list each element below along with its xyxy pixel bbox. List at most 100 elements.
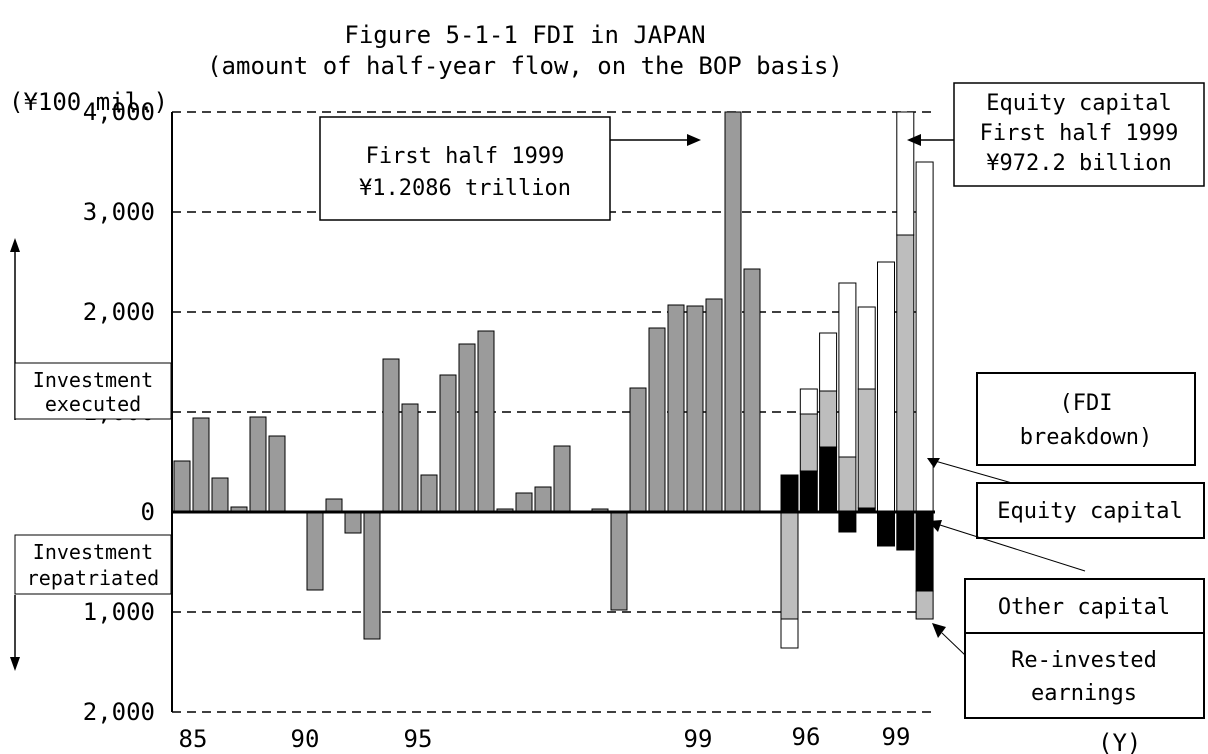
left-bar [401, 403, 419, 513]
right-note-arrow-icon [907, 134, 921, 146]
breakdown-line2: breakdown) [1020, 425, 1152, 450]
legend-reinv-leader [941, 632, 966, 656]
right-bar-segment [857, 306, 876, 390]
chart-title: Figure 5-1-1 FDI in JAPAN [344, 21, 705, 49]
y-unit-label: (¥100 mil.) [9, 88, 168, 116]
left-bar [667, 304, 685, 513]
left-bar [534, 486, 552, 513]
left-note-arrow-icon [687, 134, 701, 146]
x-tick-label: 85 [179, 725, 208, 753]
left-bar [686, 305, 704, 513]
invest-exec-line2: executed [45, 392, 141, 416]
invest-rep-line1: Investment [33, 540, 153, 564]
right-bar-segment [819, 390, 838, 448]
left-bar [610, 511, 628, 611]
right-bar-segment [780, 474, 799, 513]
left-bar [249, 416, 267, 513]
investment-repatriated-box [14, 534, 172, 595]
left-bar [192, 417, 210, 513]
right-note-line1: Equity capital [986, 91, 1171, 116]
x-tick-label: 95 [404, 725, 433, 753]
x-tick-label: 99 [684, 725, 713, 753]
invest-exec-line1: Investment [33, 368, 153, 392]
invest-rep-line2: repatriated [27, 566, 159, 590]
right-bar-segment [857, 388, 876, 509]
right-bar-segment [838, 511, 857, 533]
left-bar [363, 511, 381, 640]
left-bar [648, 327, 666, 513]
right-bar-segment [838, 456, 857, 513]
legend-equity-leader-icon [927, 458, 940, 468]
y-tick-label: 2,000 [83, 298, 155, 326]
right-bar-segment [915, 590, 934, 620]
right-bar-segment [819, 332, 838, 392]
right-bar-segment [838, 282, 857, 458]
right-bar-segment [799, 413, 818, 472]
x-tick-label: 99 [882, 723, 911, 751]
right-bar-segment [877, 511, 895, 547]
legend-reinvested-box [964, 632, 1205, 719]
legend-other-label: Other capital [998, 595, 1170, 620]
left-bar [724, 111, 742, 513]
right-note-box [953, 82, 1205, 187]
left-bar [439, 374, 457, 513]
legend-equity-box [976, 482, 1205, 539]
y-tick-label: 0 [141, 498, 155, 526]
left-note-box [319, 116, 611, 221]
right-bar-segment [896, 111, 915, 236]
left-bar [458, 343, 476, 513]
left-bar [382, 358, 400, 513]
down-arrow-icon [10, 657, 20, 671]
left-bar [325, 498, 343, 513]
right-bar-segment [915, 511, 934, 592]
right-panel-bars [780, 111, 934, 649]
legend-other-box [964, 578, 1205, 634]
left-bar [173, 460, 191, 513]
chart-subtitle: (amount of half-year flow, on the BOP ba… [207, 52, 843, 80]
breakdown-box [976, 372, 1196, 466]
left-bar [515, 492, 533, 513]
y-tick-label: 3,000 [83, 198, 155, 226]
y-tick-label: 2,000 [83, 698, 155, 726]
left-note-line1: First half 1999 [366, 144, 565, 169]
legend-reinv-line1: Re-invested [1011, 648, 1157, 673]
y-tick-label: 1,000 [83, 598, 155, 626]
right-bar-segment [780, 511, 799, 620]
left-bar [420, 474, 438, 513]
x-tick-label: 96 [792, 723, 821, 751]
left-bar [743, 268, 761, 513]
right-bar-segment [780, 618, 799, 649]
legend-equity-label: Equity capital [997, 499, 1182, 524]
left-bar [268, 435, 286, 513]
right-bar-segment [896, 511, 915, 551]
legend-reinv-leader-icon [932, 623, 946, 638]
up-arrow-icon [10, 238, 20, 252]
legend-equity-leader [934, 460, 1013, 484]
y-tick-label: 4,000 [83, 98, 155, 126]
right-bar-segment [799, 388, 818, 415]
x-unit-label: (Y) [1098, 729, 1141, 754]
legend-other-leader [939, 524, 1086, 572]
legend-other-leader-icon [928, 520, 942, 532]
left-bar [344, 511, 362, 534]
left-bar [477, 330, 495, 513]
left-bar [553, 445, 571, 513]
right-bar-segment [877, 261, 895, 513]
right-note-line2: First half 1999 [980, 121, 1179, 146]
left-bar [629, 387, 647, 513]
left-bar [705, 298, 723, 513]
right-bar-segment [819, 446, 838, 513]
investment-executed-box [14, 362, 172, 420]
breakdown-line1: (FDI [1060, 391, 1113, 416]
right-bar-segment [799, 470, 818, 513]
x-tick-labels: 85 90 95 99 96 99 [179, 723, 911, 753]
right-note-line3: ¥972.2 billion [986, 151, 1171, 176]
left-bar [211, 477, 229, 513]
right-bar-segment [896, 234, 915, 513]
left-panel-bars [173, 111, 761, 640]
x-tick-label: 90 [291, 725, 320, 753]
left-note-line2: ¥1.2086 trillion [359, 176, 571, 201]
left-bar [306, 511, 324, 591]
